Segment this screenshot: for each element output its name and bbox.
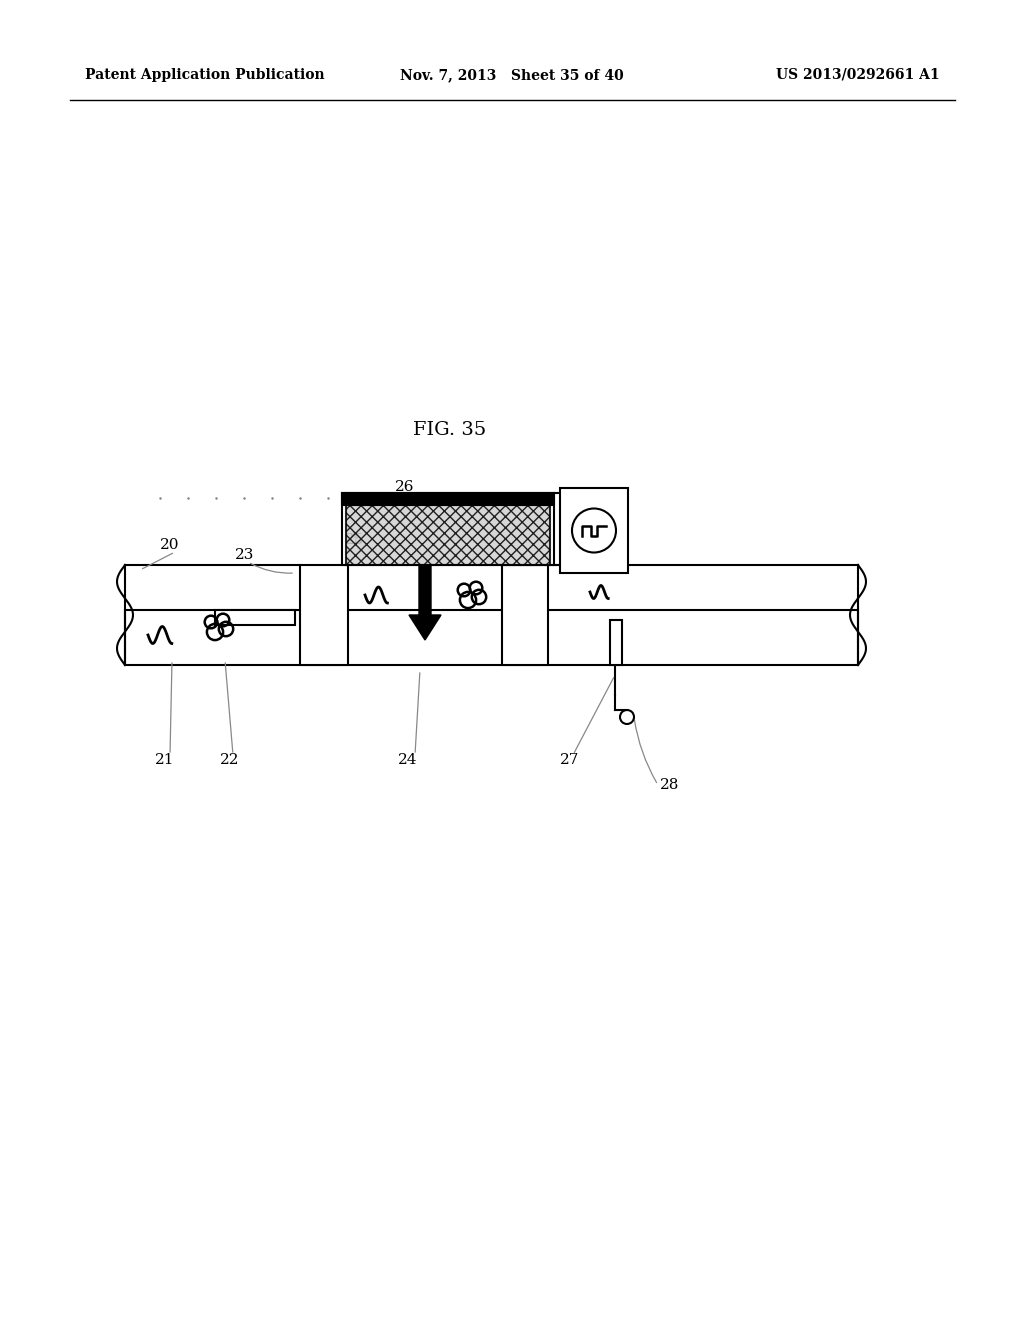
Text: 21: 21 [156,752,175,767]
Text: 26: 26 [395,480,415,494]
Text: Patent Application Publication: Patent Application Publication [85,69,325,82]
Bar [610,620,622,665]
Bar [342,492,554,565]
Text: US 2013/0292661 A1: US 2013/0292661 A1 [776,69,940,82]
Bar [346,506,550,565]
Text: 23: 23 [234,548,254,562]
Bar [215,610,295,624]
Text: 22: 22 [220,752,240,767]
Text: FIG. 35: FIG. 35 [414,421,486,440]
Bar [300,565,348,665]
Bar [125,610,858,665]
Text: 27: 27 [560,752,580,767]
Text: 28: 28 [660,777,679,792]
Text: 20: 20 [160,539,179,552]
FancyArrow shape [409,565,441,640]
Bar [342,492,554,506]
Text: Nov. 7, 2013   Sheet 35 of 40: Nov. 7, 2013 Sheet 35 of 40 [400,69,624,82]
Text: 25: 25 [345,533,365,546]
Bar [502,565,548,665]
Text: 24: 24 [398,752,418,767]
Bar [560,488,628,573]
